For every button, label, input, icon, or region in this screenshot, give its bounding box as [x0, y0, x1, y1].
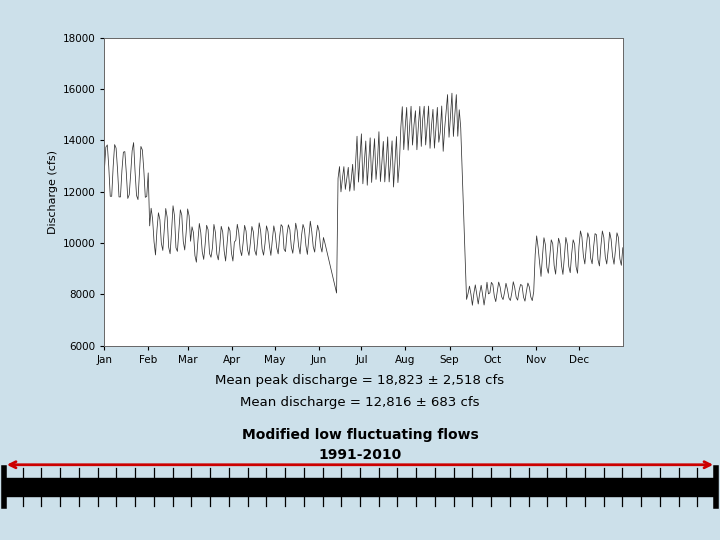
Text: 1991-2010: 1991-2010 — [318, 448, 402, 462]
Bar — [4, 478, 716, 496]
Text: Mean discharge = 12,816 ± 683 cfs: Mean discharge = 12,816 ± 683 cfs — [240, 396, 480, 409]
Text: Modified low fluctuating flows: Modified low fluctuating flows — [242, 428, 478, 442]
Text: Mean peak discharge = 18,823 ± 2,518 cfs: Mean peak discharge = 18,823 ± 2,518 cfs — [215, 374, 505, 387]
Y-axis label: Discharge (cfs): Discharge (cfs) — [48, 150, 58, 234]
